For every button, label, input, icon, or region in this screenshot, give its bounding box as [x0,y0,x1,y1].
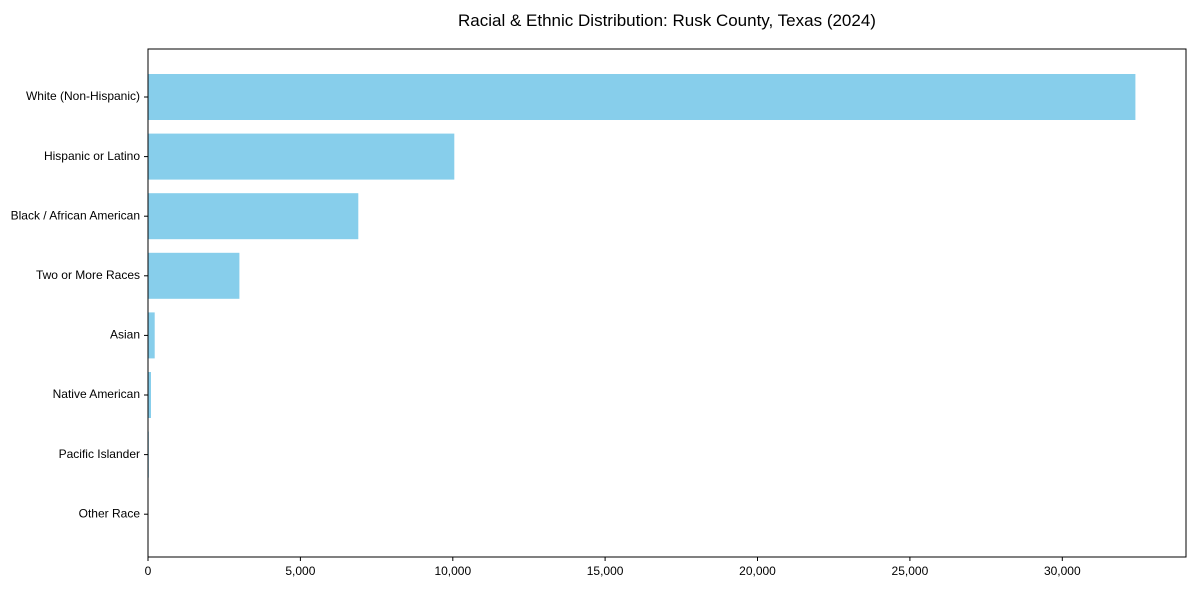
y-category-label: Asian [110,328,140,342]
bar [148,372,151,418]
bar [148,252,240,299]
y-category-label: Hispanic or Latino [44,149,140,163]
axes-frame [147,48,1187,558]
x-axis: 0 5,000 10,000 15,000 20,000 25,000 30,000 [145,557,1081,578]
y-axis: White (Non-Hispanic) Hispanic or Latino Bl… [11,89,148,520]
chart-title: Racial & Ethnic Distribution: Rusk Count… [458,11,876,30]
x-tick-label: 15,000 [587,564,624,578]
y-category-label: Two or More Races [36,268,140,282]
bar [148,312,155,359]
y-category-label: Black / African American [11,208,140,222]
bars-group [148,74,1136,538]
bar [148,193,359,240]
x-tick-label: 25,000 [892,564,929,578]
y-category-label: Other Race [79,506,141,520]
x-tick-label: 20,000 [739,564,776,578]
x-tick-label: 5,000 [285,564,315,578]
x-tick-label: 10,000 [434,564,471,578]
y-category-label: Native American [53,387,140,401]
y-category-label: Pacific Islander [59,447,140,461]
bar [148,133,455,180]
x-tick-label: 0 [145,564,152,578]
bar [148,74,1136,120]
x-tick-label: 30,000 [1044,564,1081,578]
y-category-label: White (Non-Hispanic) [26,89,140,103]
plot-area [148,49,1186,557]
